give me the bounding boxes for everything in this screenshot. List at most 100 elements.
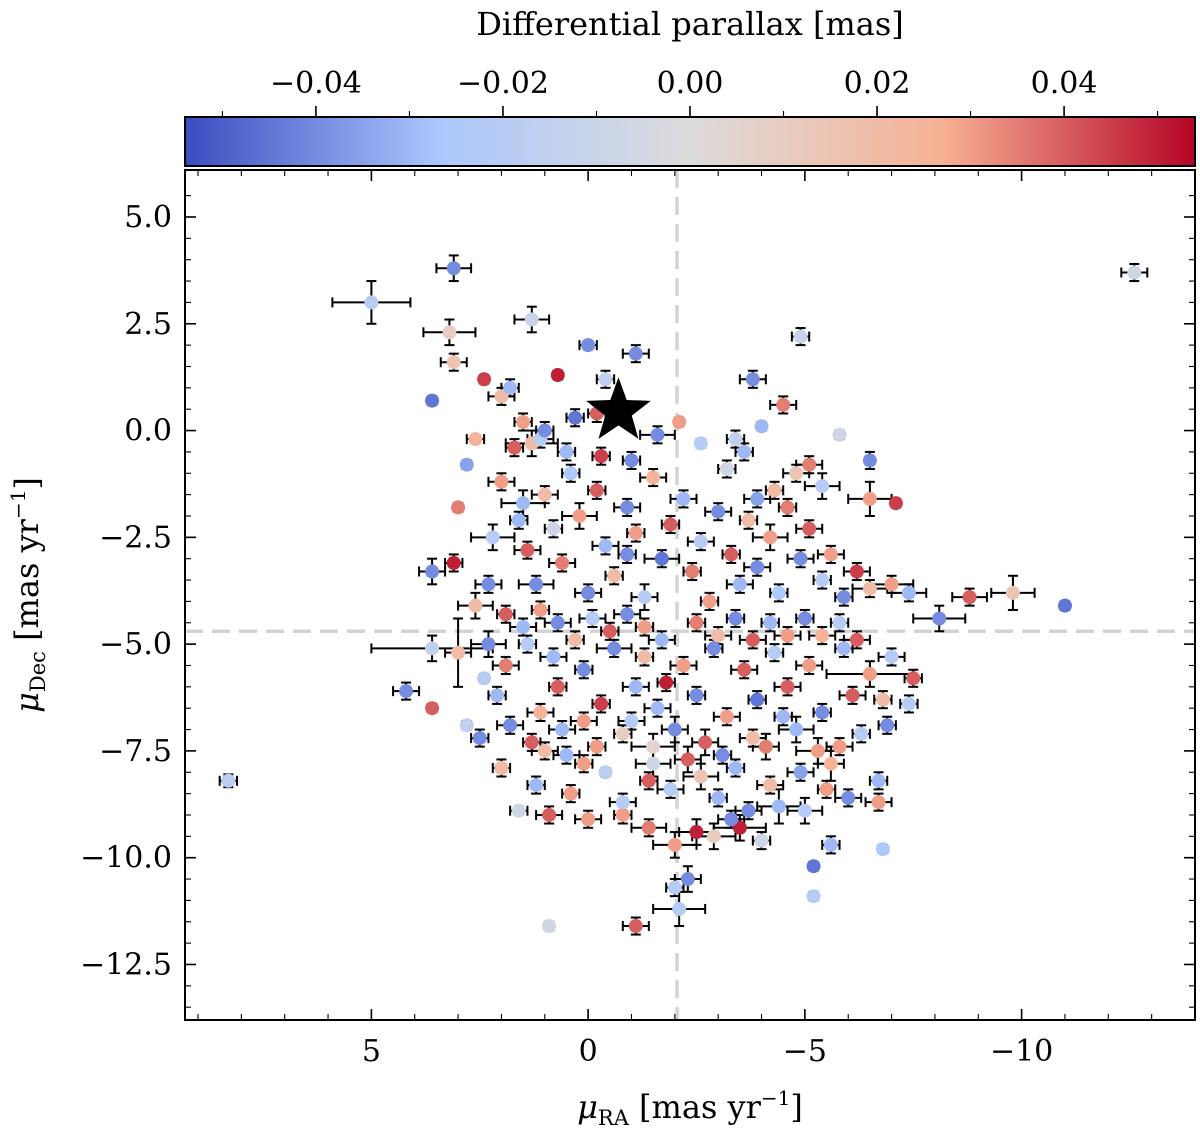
data-point [689,615,704,630]
data-point [425,393,440,408]
data-point [724,812,739,827]
data-point [594,449,609,464]
data-point [446,261,461,276]
data-point [832,615,847,630]
x-tick-label: −5 [783,1034,827,1069]
data-point [724,547,739,562]
data-point [823,756,838,771]
data-point [537,743,552,758]
data-point [667,722,682,737]
data-point [646,470,661,485]
data-point [836,641,851,656]
data-point [555,722,570,737]
data-point [485,530,500,545]
data-point [815,705,830,720]
y-axis-label: μDec [mas yr−1] [6,477,50,713]
data-point [459,718,474,733]
data-point [589,739,604,754]
data-point [754,833,769,848]
data-point [628,346,643,361]
data-point [862,491,877,506]
data-point [559,748,574,763]
data-point [494,760,509,775]
data-point [607,568,622,583]
data-point [741,803,756,818]
data-point [737,662,752,677]
data-point [451,500,466,515]
data-point [802,521,817,536]
data-point [806,859,821,874]
data-point [494,389,509,404]
data-point [581,338,596,353]
data-point [1057,598,1072,613]
data-point [728,432,743,447]
data-point [472,731,487,746]
data-point [763,615,778,630]
data-point [702,594,717,609]
y-tick-label: −12.5 [80,947,172,982]
data-point [832,427,847,442]
data-point [576,662,591,677]
colorbar-tick-label: 0.00 [657,66,724,101]
data-point [620,547,635,562]
data-point [875,692,890,707]
data-point [793,765,808,780]
data-point [533,705,548,720]
data-point [511,513,526,528]
data-point [494,474,509,489]
data-point [693,534,708,549]
data-point [789,466,804,481]
data-point [581,585,596,600]
data-point [750,491,765,506]
data-point [550,368,565,383]
data-point [676,491,691,506]
data-point [364,295,379,310]
plot-frame [184,169,1196,1021]
error-bar [803,472,841,500]
data-point [628,919,643,934]
data-point [698,735,713,750]
data-point [511,803,526,818]
data-point [568,632,583,647]
data-point [771,585,786,600]
data-point [797,803,812,818]
data-point [524,312,539,327]
data-point [615,726,630,741]
data-point [845,688,860,703]
data-point [468,598,483,613]
data-point [832,739,847,754]
y-tick-label: 2.5 [124,307,172,342]
data-point [542,919,557,934]
data-point [741,513,756,528]
data-point [529,778,544,793]
data-point [806,889,821,904]
data-point [871,795,886,810]
data-point [754,419,769,434]
data-point [425,564,440,579]
data-point [568,410,583,425]
data-point [719,709,734,724]
error-bar [630,583,659,611]
data-point [815,628,830,643]
data-point [836,590,851,605]
y-tick-label: 5.0 [124,200,172,235]
colorbar-ticks: −0.04 −0.02 0.00 0.02 0.04 [221,66,1159,117]
data-point [585,611,600,626]
data-point [711,628,726,643]
data-point [459,457,474,472]
data-point [841,790,856,805]
colorbar-tick-label: −0.04 [270,66,362,101]
data-point [780,500,795,515]
data-point [498,658,513,673]
data-point [641,820,656,835]
data-point [425,641,440,656]
data-point [854,726,869,741]
data-point [962,590,977,605]
data-point [550,615,565,630]
data-point [732,577,747,592]
colorbar: Differential parallax [mas] −0.04 −0.02 0.… [184,5,1196,167]
data-point [732,820,747,835]
data-point [728,611,743,626]
data-point [446,355,461,370]
data-point [628,679,643,694]
